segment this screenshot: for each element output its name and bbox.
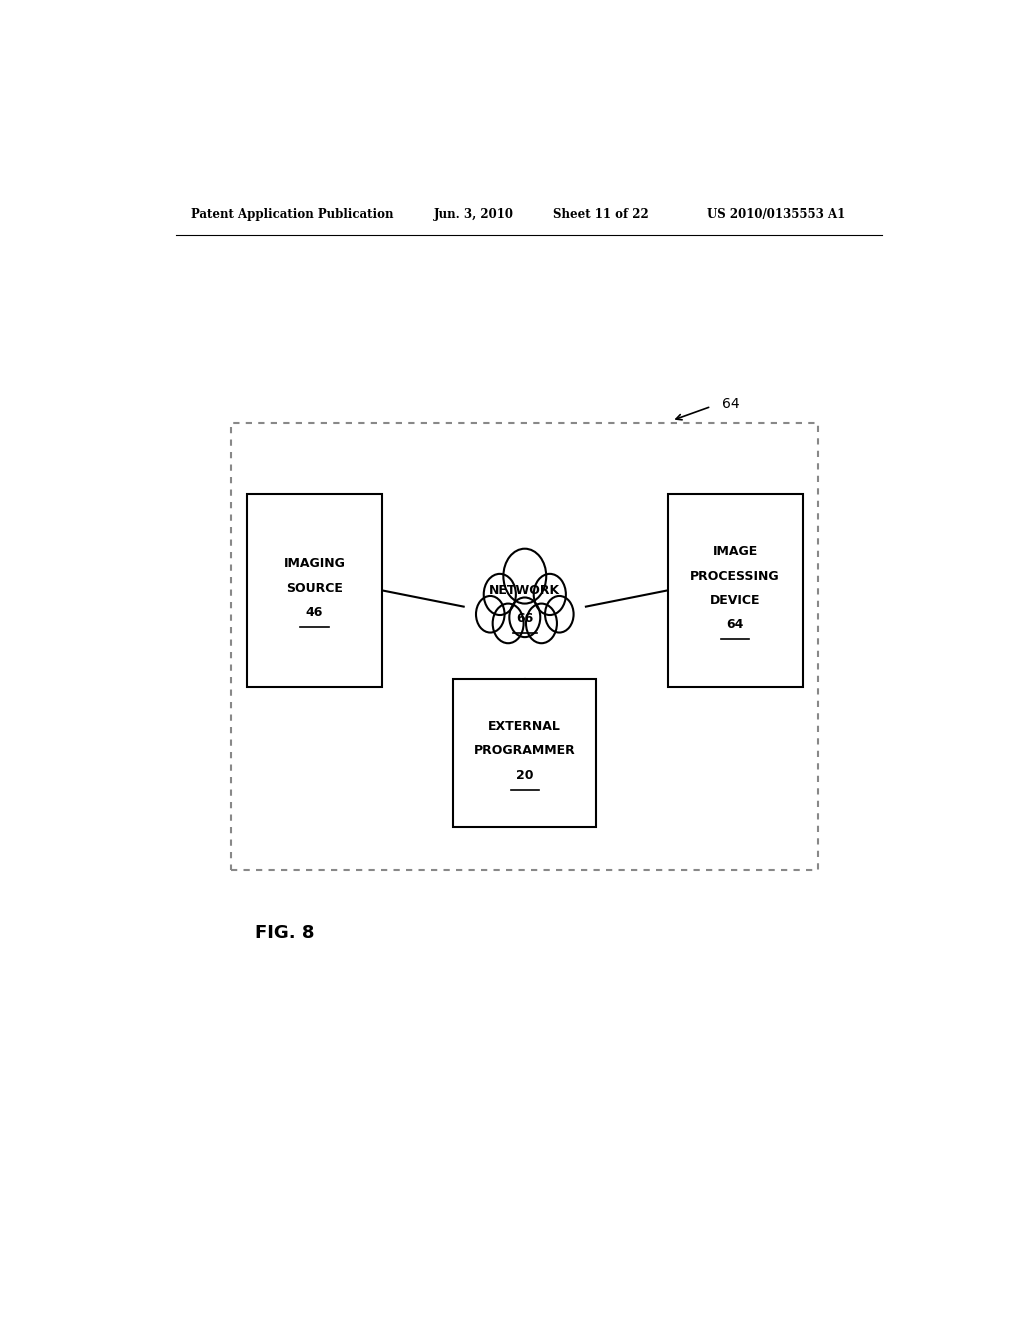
Text: DEVICE: DEVICE (710, 594, 761, 607)
Circle shape (526, 603, 557, 643)
Text: EXTERNAL: EXTERNAL (488, 721, 561, 733)
Text: IMAGING: IMAGING (284, 557, 345, 570)
Text: 64: 64 (726, 619, 743, 631)
Circle shape (493, 603, 523, 643)
Circle shape (504, 549, 546, 603)
Text: IMAGE: IMAGE (713, 545, 758, 558)
Bar (247, 494, 382, 686)
Text: 46: 46 (306, 606, 324, 619)
Circle shape (483, 574, 516, 615)
Bar (454, 680, 596, 826)
Text: Jun. 3, 2010: Jun. 3, 2010 (433, 207, 514, 220)
Text: 20: 20 (516, 768, 534, 781)
Text: PROCESSING: PROCESSING (690, 570, 780, 582)
Text: NETWORK: NETWORK (489, 583, 560, 597)
Text: PROGRAMMER: PROGRAMMER (474, 744, 575, 758)
Text: FIG. 8: FIG. 8 (255, 924, 314, 942)
Bar (231, 422, 818, 870)
Circle shape (534, 574, 566, 615)
Circle shape (545, 595, 573, 632)
Circle shape (509, 598, 541, 638)
Text: Sheet 11 of 22: Sheet 11 of 22 (553, 207, 648, 220)
Circle shape (476, 595, 505, 632)
Text: 64: 64 (722, 397, 739, 412)
Text: SOURCE: SOURCE (286, 582, 343, 595)
Text: US 2010/0135553 A1: US 2010/0135553 A1 (708, 207, 846, 220)
Text: 66: 66 (516, 612, 534, 626)
Bar (668, 494, 803, 686)
Text: Patent Application Publication: Patent Application Publication (191, 207, 394, 220)
